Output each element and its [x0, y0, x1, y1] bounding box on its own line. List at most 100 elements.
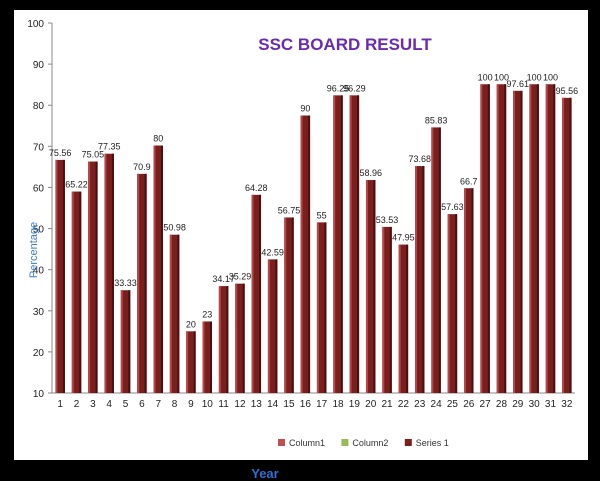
data-label: 53.53: [376, 215, 399, 225]
bar: [284, 217, 294, 393]
bar-shade: [144, 173, 147, 393]
x-tick-label: 1: [57, 399, 63, 410]
y-tick-label: 40: [33, 266, 45, 277]
x-tick-label: 15: [283, 399, 295, 410]
data-label: 80: [153, 134, 163, 144]
y-tick-label: 30: [33, 307, 45, 318]
bar-shade: [128, 290, 131, 393]
bar: [55, 159, 65, 393]
data-label: 97.61: [507, 79, 530, 89]
data-label: 57.63: [441, 202, 464, 212]
bar-shade: [389, 226, 392, 393]
legend-swatch: [404, 439, 412, 446]
x-tick-label: 22: [398, 399, 410, 410]
bar-highlight: [316, 222, 319, 393]
bar: [447, 214, 458, 393]
data-label: 64.28: [245, 183, 268, 193]
x-tick-label: 14: [267, 399, 279, 410]
data-label: 77.35: [98, 142, 121, 152]
x-tick-label: 28: [496, 399, 508, 410]
x-tick-label: 7: [155, 399, 161, 410]
bar: [218, 286, 229, 393]
x-tick-label: 27: [480, 399, 492, 410]
bar: [186, 331, 196, 393]
data-label: 75.56: [49, 148, 72, 158]
bar-shade: [553, 84, 556, 393]
bar-shade: [422, 166, 425, 393]
bar: [251, 194, 262, 393]
bar-highlight: [562, 97, 565, 394]
data-label: 65.22: [65, 180, 88, 190]
bar: [104, 153, 114, 393]
bar-shade: [210, 321, 213, 393]
bar-shade: [438, 127, 441, 393]
bar: [398, 244, 409, 393]
bar: [365, 180, 376, 393]
bar-shade: [95, 161, 98, 393]
bar: [235, 283, 245, 393]
bar-highlight: [398, 244, 401, 393]
x-tick-label: 31: [545, 399, 557, 410]
x-tick-label: 32: [561, 399, 573, 410]
x-tick-label: 4: [106, 399, 112, 410]
bar-highlight: [71, 191, 74, 393]
bar-highlight: [300, 115, 303, 393]
data-label: 96.29: [343, 83, 366, 93]
bar-shade: [471, 188, 474, 393]
x-tick-label: 17: [316, 399, 328, 410]
data-label: 42.59: [261, 247, 284, 257]
bar: [349, 95, 360, 393]
data-label: 96.25: [327, 83, 350, 93]
bar-highlight: [513, 90, 516, 393]
bar-shade: [487, 84, 490, 393]
x-tick-label: 2: [74, 399, 80, 410]
bar: [120, 290, 131, 393]
bar: [333, 95, 343, 393]
bar: [480, 84, 490, 393]
data-label: 20: [186, 319, 196, 329]
bar-highlight: [88, 161, 91, 393]
data-label: 73.68: [408, 154, 431, 164]
bar-highlight: [284, 217, 287, 393]
bar-highlight: [137, 173, 140, 393]
bar-shade: [79, 191, 82, 393]
bar-highlight: [169, 234, 172, 393]
bar: [71, 191, 82, 393]
bar: [202, 321, 213, 393]
data-label: 33.33: [114, 278, 137, 288]
bar: [414, 166, 425, 393]
bar: [431, 127, 441, 393]
x-tick-label: 19: [349, 399, 361, 410]
data-label: 70.9: [133, 162, 151, 172]
bar: [464, 188, 474, 393]
y-tick-label: 90: [33, 60, 45, 71]
bar-shade: [340, 95, 343, 393]
bar-highlight: [235, 283, 238, 393]
data-label: 85.83: [425, 115, 448, 125]
bar-shade: [62, 159, 65, 393]
bar-shade: [308, 115, 311, 393]
y-tick-label: 10: [33, 389, 45, 400]
bar-shade: [242, 283, 245, 393]
x-axis-title: Year: [251, 466, 278, 481]
bar-highlight: [545, 84, 548, 393]
y-tick-label: 80: [33, 101, 45, 112]
legend-entry: Column1: [289, 438, 325, 448]
legend-entry: Column2: [352, 438, 388, 448]
bar-shade: [324, 222, 327, 393]
bar-shade: [569, 97, 572, 394]
y-tick-label: 50: [33, 225, 45, 236]
bar-highlight: [529, 84, 532, 393]
bar-shade: [504, 84, 507, 393]
bar-highlight: [218, 286, 221, 393]
y-tick-label: 20: [33, 348, 45, 359]
data-label: 35.29: [229, 272, 252, 282]
x-tick-label: 9: [188, 399, 194, 410]
bar-highlight: [382, 226, 385, 393]
data-label: 58.96: [359, 168, 382, 178]
x-tick-label: 25: [447, 399, 459, 410]
data-label: 23: [202, 309, 212, 319]
bar: [562, 97, 572, 394]
x-tick-label: 21: [381, 399, 393, 410]
